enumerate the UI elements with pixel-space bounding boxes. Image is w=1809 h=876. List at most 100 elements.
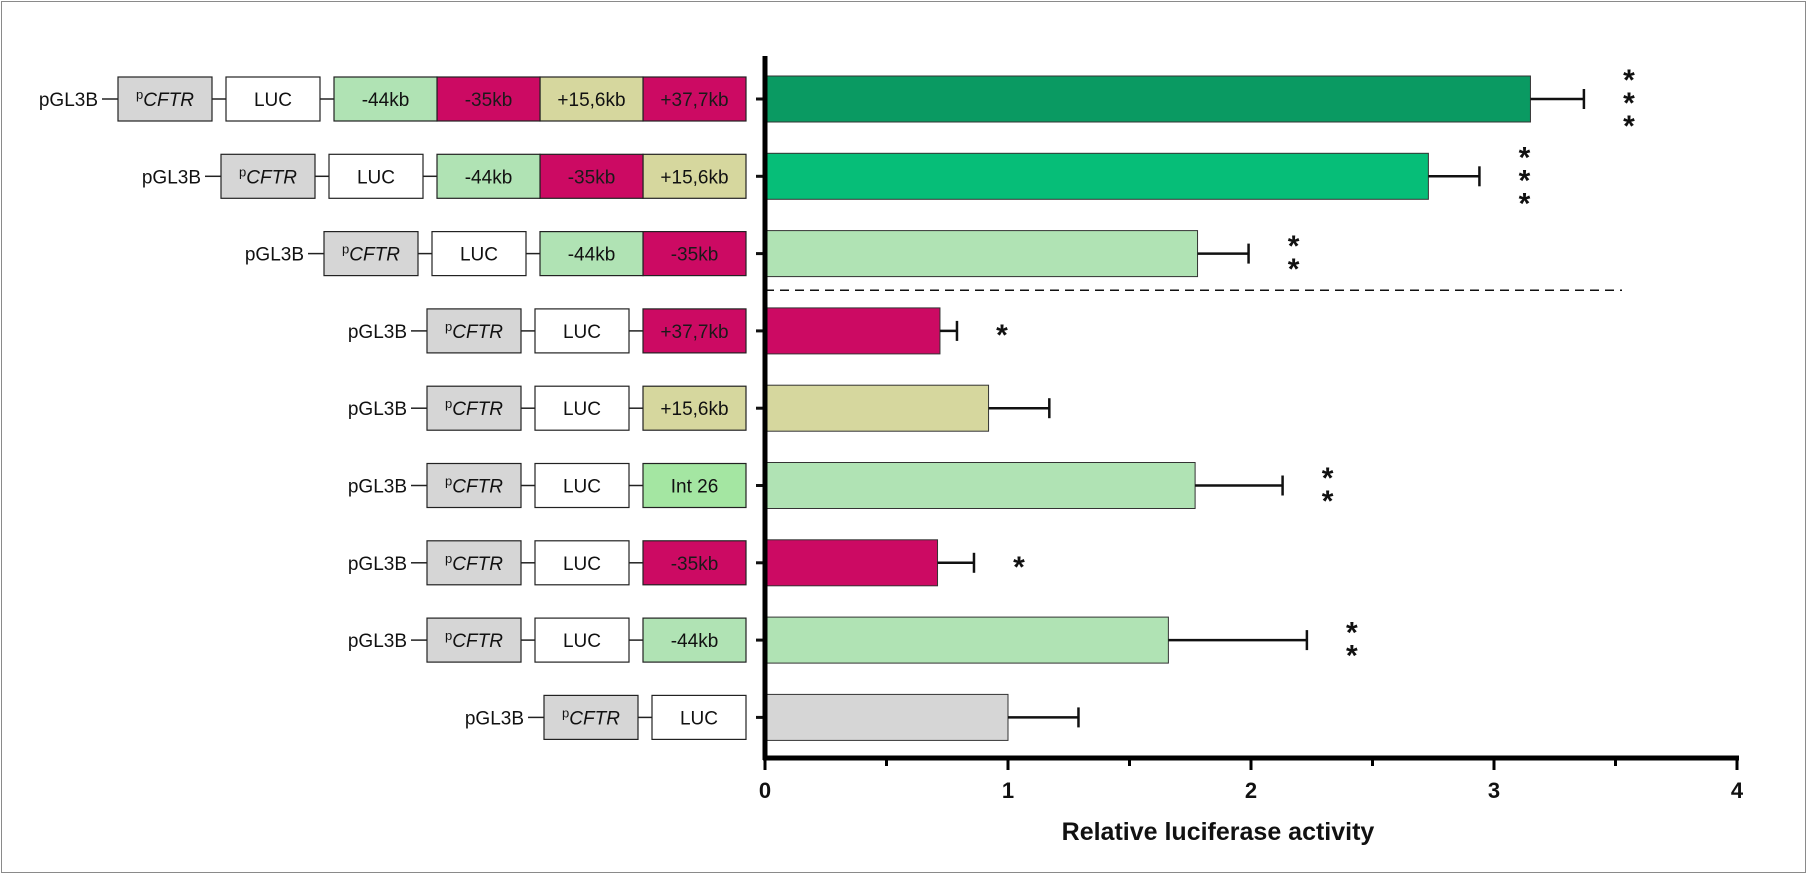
promoter-superscript: p xyxy=(239,164,246,179)
promoter-box xyxy=(426,617,522,663)
significance-star: * xyxy=(1623,87,1635,120)
element-box xyxy=(539,76,644,122)
construct-row: -44kb LUC pCFTR pGL3B xyxy=(348,617,747,663)
promoter-box xyxy=(323,231,419,277)
significance-star: * xyxy=(1346,617,1358,650)
x-tick-label: 3 xyxy=(1488,778,1500,803)
significance-star: * xyxy=(1519,141,1531,174)
luc-label: LUC xyxy=(357,167,395,188)
vector-label: pGL3B xyxy=(348,477,407,498)
significance-star: * xyxy=(996,319,1008,352)
element-box xyxy=(642,385,747,431)
promoter-label: pCFTR xyxy=(445,396,503,420)
promoter-superscript: p xyxy=(562,705,569,720)
promoter-name: CFTR xyxy=(569,708,620,729)
promoter-box xyxy=(117,76,213,122)
element-box xyxy=(642,76,747,122)
element-label: -35kb xyxy=(671,554,719,575)
element-label: -44kb xyxy=(362,90,410,111)
vector-label: pGL3B xyxy=(348,554,407,575)
significance-star: * xyxy=(1288,230,1300,263)
bar xyxy=(764,307,941,355)
significance-star: * xyxy=(1519,187,1531,220)
element-label: +37,7kb xyxy=(660,90,728,111)
promoter-box xyxy=(543,694,639,741)
promoter-superscript: p xyxy=(445,551,452,566)
promoter-name: CFTR xyxy=(143,90,194,111)
bar-series: ************** xyxy=(764,64,1635,741)
bar xyxy=(764,616,1169,664)
bar xyxy=(764,384,990,432)
luc-box xyxy=(225,76,321,122)
x-tick-label: 0 xyxy=(759,778,771,803)
luc-label: LUC xyxy=(460,245,498,266)
promoter-name: CFTR xyxy=(452,399,503,420)
promoter-superscript: p xyxy=(445,396,452,411)
luc-label: LUC xyxy=(254,90,292,111)
element-label: +37,7kb xyxy=(660,322,728,343)
x-tick-label: 2 xyxy=(1245,778,1257,803)
bar xyxy=(764,152,1429,200)
bar xyxy=(764,539,939,587)
element-label: +15,6kb xyxy=(660,399,728,420)
promoter-box xyxy=(426,308,522,354)
promoter-name: CFTR xyxy=(452,631,503,652)
promoter-superscript: p xyxy=(342,242,349,257)
element-label: -44kb xyxy=(671,631,719,652)
element-box xyxy=(642,617,747,663)
promoter-superscript: p xyxy=(445,474,452,489)
construct-row: Int 26 LUC pCFTR pGL3B xyxy=(348,462,747,509)
construct-row: +15,6kb -35kb -44kb LUC pCFTR pGL3B xyxy=(142,153,747,199)
bar xyxy=(764,693,1009,741)
promoter-name: CFTR xyxy=(452,554,503,575)
element-label: Int 26 xyxy=(671,477,719,498)
vector-label: pGL3B xyxy=(348,631,407,652)
construct-row: +15,6kb LUC pCFTR pGL3B xyxy=(348,385,747,431)
significance-star: * xyxy=(1322,485,1334,518)
luc-label: LUC xyxy=(563,631,601,652)
promoter-label: pCFTR xyxy=(136,87,194,111)
construct-row: +37,7kb +15,6kb -35kb -44kb LUC pCFTR pGL3B xyxy=(39,76,747,122)
x-axis-label: Relative luciferase activity xyxy=(1062,818,1375,846)
promoter-name: CFTR xyxy=(349,245,400,266)
promoter-superscript: p xyxy=(136,87,143,102)
vector-label: pGL3B xyxy=(348,399,407,420)
promoter-label: pCFTR xyxy=(342,242,400,266)
promoter-label: pCFTR xyxy=(445,551,503,575)
promoter-label: pCFTR xyxy=(445,474,503,498)
element-label: -44kb xyxy=(465,167,513,188)
promoter-label: pCFTR xyxy=(445,628,503,652)
promoter-name: CFTR xyxy=(452,477,503,498)
luc-label: LUC xyxy=(680,708,718,729)
element-box xyxy=(642,308,747,354)
element-box xyxy=(436,76,541,122)
element-box xyxy=(642,231,747,277)
vector-label: pGL3B xyxy=(465,708,524,729)
element-label: +15,6kb xyxy=(660,167,728,188)
luc-label: LUC xyxy=(563,477,601,498)
element-label: -35kb xyxy=(671,245,719,266)
luc-box xyxy=(534,308,630,354)
construct-diagrams: +37,7kb+15,6kb-35kb-44kbLUCpCFTRpGL3B+15… xyxy=(39,76,747,741)
bar xyxy=(764,75,1531,123)
luc-box xyxy=(534,617,630,663)
bar xyxy=(764,462,1196,509)
construct-row: LUC pCFTR pGL3B xyxy=(465,694,747,741)
vector-label: pGL3B xyxy=(142,167,201,188)
significance-star: * xyxy=(1322,462,1334,495)
bar xyxy=(764,230,1199,278)
construct-row: -35kb -44kb LUC pCFTR pGL3B xyxy=(245,231,747,277)
element-label: -44kb xyxy=(568,245,616,266)
significance-star: * xyxy=(1623,110,1635,143)
x-tick-label: 1 xyxy=(1002,778,1014,803)
luc-label: LUC xyxy=(563,322,601,343)
x-tick-label: 4 xyxy=(1731,778,1744,803)
promoter-superscript: p xyxy=(445,628,452,643)
luc-box xyxy=(534,462,630,509)
vector-label: pGL3B xyxy=(348,322,407,343)
promoter-name: CFTR xyxy=(452,322,503,343)
element-label: +15,6kb xyxy=(557,90,625,111)
promoter-name: CFTR xyxy=(246,167,297,188)
promoter-box xyxy=(220,153,316,199)
